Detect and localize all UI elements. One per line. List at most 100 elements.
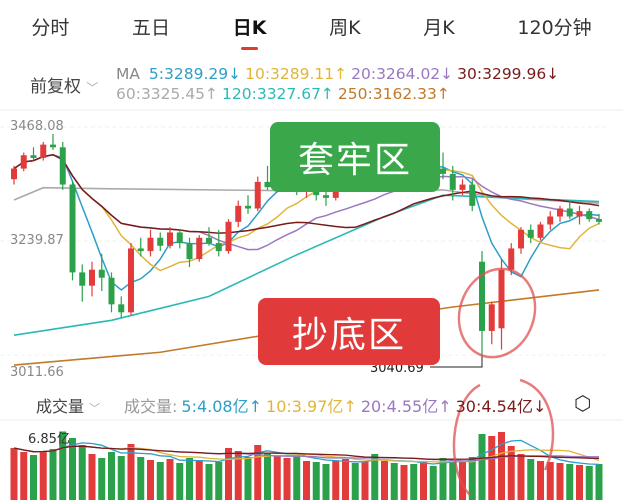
volume-bar (468, 457, 476, 500)
volume-bar (10, 448, 18, 500)
volume-ma30-line (13, 445, 600, 460)
candle-body (215, 243, 222, 252)
candle-body (59, 147, 66, 185)
volume-bar (566, 464, 574, 500)
volume-bar (20, 452, 28, 500)
ma-legend: MA 5:3289.29↓ 10:3289.11↑ 20:3264.02↓ 30:32… (116, 64, 563, 104)
candle-body (225, 221, 232, 252)
volume-ma-value: 30:4.54亿↓ (455, 397, 547, 416)
candle-body (128, 248, 134, 313)
hand-drawn-circle (457, 267, 537, 359)
volume-label: 成交量: (124, 397, 178, 416)
volume-bar (108, 452, 115, 500)
volume-bar (30, 455, 37, 500)
volume-bar (546, 462, 554, 500)
volume-bar (186, 458, 193, 500)
candle-body (586, 211, 593, 220)
volume-bar (459, 462, 466, 500)
candle-body (469, 184, 476, 206)
volume-bar (303, 461, 310, 500)
volume-bar (225, 448, 232, 500)
candle-body (11, 168, 17, 180)
period-tabs: 分时 五日 日K 周K 月K 120分钟 (0, 0, 623, 52)
volume-bar (585, 466, 593, 500)
volume-bar (342, 459, 349, 500)
candle-body (537, 224, 544, 238)
chevron-down-icon: ﹀ (89, 402, 101, 415)
ma-value: 120:3327.67↑ (222, 85, 334, 103)
volume-bar (322, 464, 330, 500)
ma-value: 30:3299.96↓ (457, 65, 560, 83)
candle-body (147, 237, 154, 252)
candle-body (137, 248, 144, 252)
volume-bar (595, 464, 603, 500)
volume-bar (59, 431, 67, 500)
volume-bar (195, 461, 203, 500)
candle-body (547, 216, 554, 225)
volume-bar (361, 462, 369, 500)
volume-bar (390, 463, 398, 500)
volume-bar (293, 455, 301, 500)
tab-1[interactable]: 五日 (132, 16, 171, 39)
candle-body (20, 155, 27, 169)
volume-bar (254, 445, 262, 500)
candle-body (167, 232, 173, 246)
candle-body (235, 205, 242, 222)
ma-value: 250:3162.33↑ (337, 85, 450, 103)
candle-body (449, 173, 456, 190)
candle-body (488, 304, 495, 331)
hexagon-settings-icon[interactable]: ⬡ (574, 391, 592, 415)
candle-body (79, 272, 86, 286)
volume-bar (244, 457, 252, 500)
volume-selector[interactable]: 成交量 ﹀ (36, 393, 100, 417)
candle-body (98, 269, 105, 278)
volume-bar (234, 451, 242, 500)
volume-bar (400, 465, 408, 500)
volume-bar (49, 449, 57, 500)
volume-bar (215, 462, 223, 500)
tab-5[interactable]: 120分钟 (517, 16, 592, 39)
adjust-selector[interactable]: 前复权 ﹀ (30, 72, 98, 97)
ma-value: 5:3289.29↓ (148, 65, 242, 83)
ma-value: 10:3289.11↑ (245, 65, 348, 83)
volume-bar (381, 461, 388, 500)
candle-body (108, 277, 115, 305)
ma-value: 20:3264.02↓ (351, 65, 454, 83)
volume-bar (127, 444, 135, 500)
volume-header: 成交量 ﹀ 成交量: 5:4.08亿↑ 10:3.97亿↑ 20:4.55亿↑ 30:4.… (0, 391, 623, 417)
ma-value: 60:3325.45↑ (116, 85, 219, 103)
tab-2[interactable]: 日K (229, 7, 271, 50)
volume-bar (39, 451, 47, 500)
candle-body (50, 144, 56, 148)
volume-bar (69, 438, 76, 500)
hand-drawn-circle (452, 378, 555, 496)
candle-body (118, 304, 125, 313)
volume-bar (156, 462, 164, 500)
volume-bar (166, 459, 174, 500)
volume-bar (332, 461, 340, 500)
candle-body (89, 269, 95, 286)
tab-3[interactable]: 周K (329, 16, 361, 39)
candle-body (527, 229, 534, 238)
tab-0[interactable]: 分时 (31, 16, 70, 39)
candle-body (264, 181, 271, 188)
volume-bar (176, 463, 184, 500)
candle-body (186, 243, 193, 260)
candle-body (440, 168, 446, 174)
candle-body (30, 155, 37, 158)
candle-body (176, 232, 183, 244)
candle-body (498, 269, 505, 329)
volume-bar (283, 458, 291, 500)
volume-bar (507, 446, 515, 500)
adjust-label: 前复权 (30, 77, 81, 97)
volume-bar (517, 454, 525, 500)
volume-bar (449, 460, 457, 500)
candle-body (196, 237, 203, 260)
volume-bar (537, 461, 544, 500)
volume-bar (488, 436, 496, 500)
tab-4[interactable]: 月K (423, 16, 455, 39)
volume-bar (439, 458, 447, 500)
volume-bar (264, 453, 271, 500)
volume-bar (98, 458, 106, 500)
candle-body (557, 208, 563, 217)
